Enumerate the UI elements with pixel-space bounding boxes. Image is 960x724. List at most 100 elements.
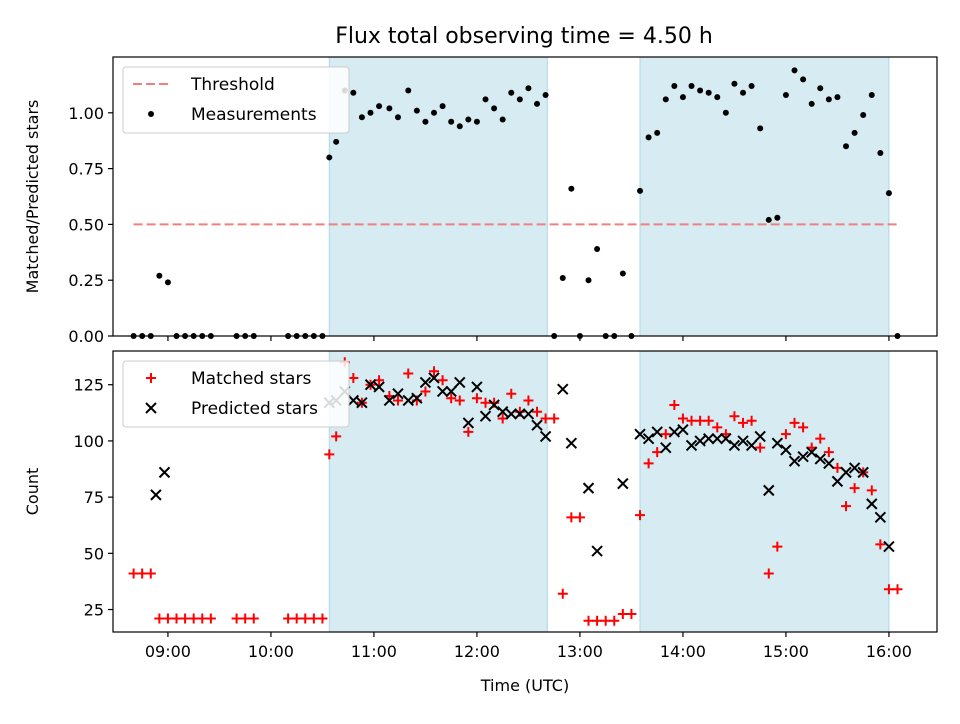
predicted-star-point bbox=[651, 426, 663, 438]
matched-star-point bbox=[746, 415, 757, 426]
predicted-star-point bbox=[677, 423, 689, 436]
measurement-point bbox=[645, 134, 652, 141]
predicted-star-point bbox=[402, 394, 414, 407]
measurement-point bbox=[800, 76, 807, 83]
predicted-star-point bbox=[702, 432, 715, 445]
predicted-star-point bbox=[805, 446, 818, 458]
x-tick-label: 14:00 bbox=[660, 642, 706, 661]
predicted-star-point bbox=[711, 432, 723, 445]
measurement-point bbox=[405, 87, 412, 94]
measurement-point bbox=[671, 83, 678, 90]
measurement-point bbox=[843, 143, 850, 150]
matched-star-point bbox=[205, 613, 216, 624]
predicted-star-point bbox=[874, 511, 887, 524]
matched-star-point bbox=[171, 613, 182, 624]
predicted-star-point bbox=[883, 540, 895, 553]
matched-star-point bbox=[300, 613, 311, 624]
predicted-star-point bbox=[582, 482, 595, 494]
y-tick-label: 100 bbox=[73, 432, 104, 451]
measurement-point bbox=[851, 129, 858, 136]
predicted-star-point bbox=[788, 455, 801, 467]
measurement-point bbox=[705, 89, 712, 96]
chart-title: Flux total observing time = 4.50 h bbox=[335, 24, 713, 49]
measurement-point bbox=[326, 154, 333, 161]
y-tick-label: 0.25 bbox=[68, 271, 104, 290]
predicted-star-point bbox=[428, 372, 440, 384]
predicted-star-point bbox=[505, 408, 517, 420]
matched-star-point bbox=[703, 415, 714, 426]
matched-star-point bbox=[549, 413, 560, 424]
measurement-point bbox=[825, 96, 832, 103]
y-axis-label: Count bbox=[23, 468, 42, 516]
matched-star-point bbox=[609, 615, 620, 626]
predicted-star-point bbox=[565, 437, 578, 449]
measurement-point bbox=[542, 91, 549, 98]
panel-counts: 25 50 75 100 125 09:00 10:00 11:00 12:00 13:00 14:… bbox=[23, 350, 938, 695]
predicted-star-point bbox=[383, 394, 396, 407]
matched-star-point bbox=[437, 375, 448, 386]
y-tick-label: 50 bbox=[84, 544, 104, 563]
matched-star-point bbox=[763, 568, 774, 579]
measurement-point bbox=[534, 100, 541, 107]
predicted-star-point bbox=[436, 385, 449, 398]
predicted-star-point bbox=[356, 396, 368, 409]
measurement-point bbox=[439, 103, 446, 110]
x-tick-label: 12:00 bbox=[454, 642, 500, 661]
measurement-point bbox=[585, 277, 592, 284]
matched-star-point bbox=[798, 422, 809, 433]
predicted-star-point bbox=[745, 439, 758, 452]
matched-star-point bbox=[523, 395, 534, 406]
y-tick-label: 0.00 bbox=[68, 327, 104, 346]
predicted-star-point bbox=[347, 394, 360, 407]
matched-star-point bbox=[738, 417, 749, 428]
y-tick-label: 0.75 bbox=[68, 160, 104, 179]
predicted-star-point bbox=[373, 381, 385, 393]
matched-star-point bbox=[154, 613, 165, 624]
measurement-point bbox=[525, 85, 532, 92]
predicted-star-point bbox=[771, 437, 784, 449]
matched-star-point bbox=[248, 613, 259, 624]
matched-star-point bbox=[875, 539, 886, 550]
measurement-point bbox=[422, 118, 429, 125]
legend-marker-swatch bbox=[145, 402, 157, 414]
matched-star-point bbox=[180, 613, 191, 624]
predicted-star-point bbox=[557, 383, 569, 395]
measurement-point bbox=[722, 109, 729, 116]
measurement-point bbox=[662, 96, 669, 103]
measurement-point bbox=[860, 112, 867, 119]
measurement-point bbox=[740, 89, 747, 96]
matched-star-point bbox=[780, 429, 791, 440]
predicted-star-point bbox=[866, 498, 878, 510]
predicted-star-point bbox=[737, 435, 749, 447]
measurement-point bbox=[808, 100, 815, 107]
matched-star-point bbox=[600, 615, 611, 626]
y-tick-label: 25 bbox=[84, 601, 104, 620]
matched-star-point bbox=[866, 485, 877, 496]
legend: Threshold Measurements bbox=[122, 66, 350, 134]
predicted-star-point bbox=[591, 545, 603, 557]
predicted-star-point bbox=[462, 417, 475, 429]
matched-star-point bbox=[145, 568, 156, 579]
y-tick-label: 1.00 bbox=[68, 104, 104, 123]
predicted-star-point bbox=[522, 408, 535, 420]
predicted-star-point bbox=[419, 376, 432, 389]
measurement-point bbox=[333, 138, 340, 145]
measurement-point bbox=[367, 109, 374, 116]
measurement-point bbox=[156, 272, 163, 279]
predicted-star-point bbox=[158, 466, 171, 479]
measurement-point bbox=[508, 89, 515, 96]
matched-star-point bbox=[669, 399, 680, 410]
matched-star-point bbox=[429, 366, 440, 377]
predicted-star-point bbox=[797, 450, 809, 463]
matched-star-point bbox=[128, 568, 139, 579]
matched-star-point bbox=[231, 613, 242, 624]
measurement-point bbox=[748, 83, 755, 90]
predicted-star-point bbox=[617, 477, 629, 490]
measurement-point bbox=[791, 67, 798, 74]
predicted-star-point bbox=[479, 410, 492, 422]
measurement-point bbox=[714, 94, 721, 101]
matched-star-point bbox=[772, 541, 783, 552]
matched-star-point bbox=[686, 415, 697, 426]
